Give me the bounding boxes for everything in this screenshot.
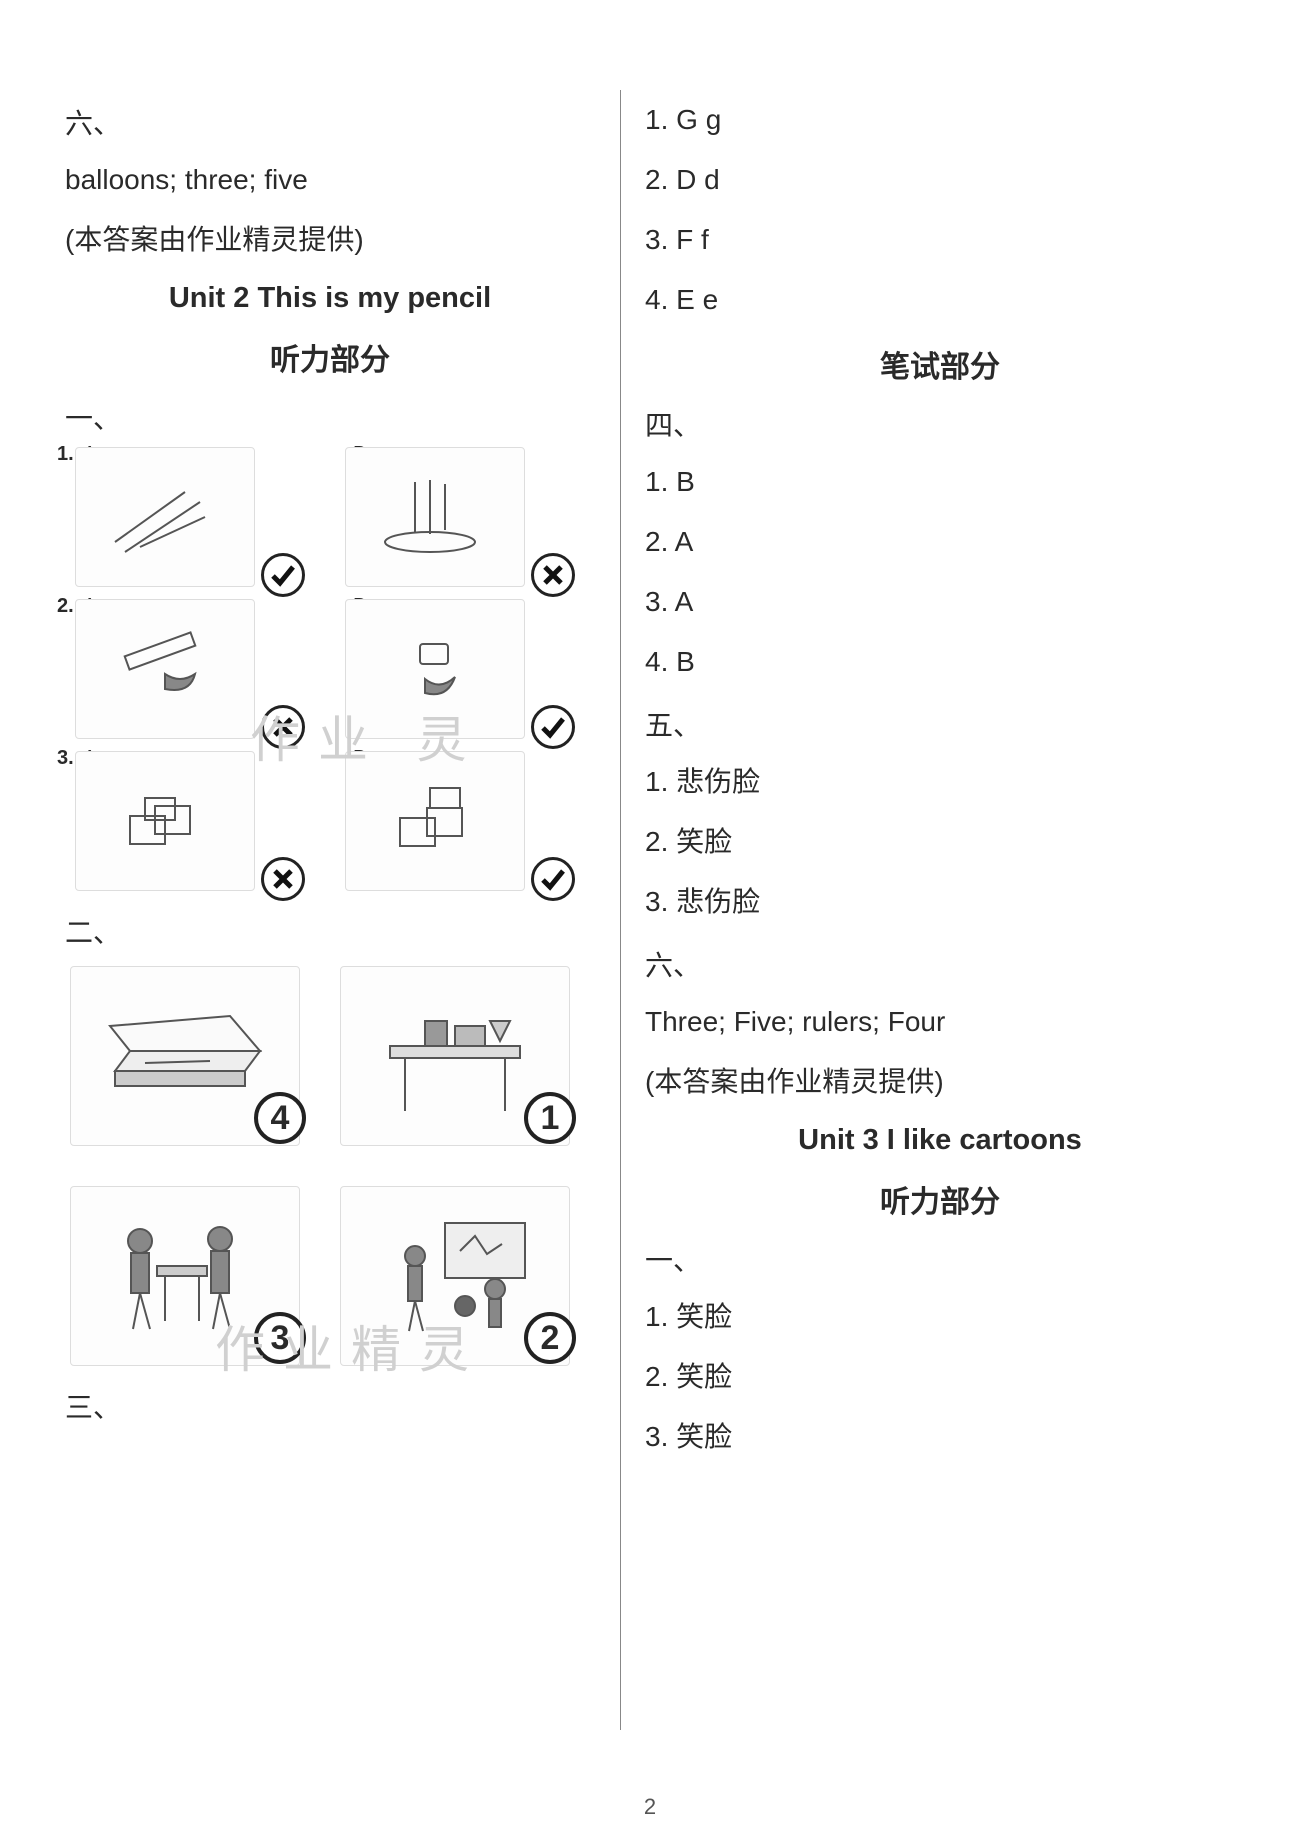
answer-item: 4. B	[645, 632, 1235, 692]
listening-heading-right: 听力部分	[645, 1177, 1235, 1221]
cross-icon	[531, 553, 575, 597]
section-three-label-left: 三、	[65, 1386, 595, 1426]
question2-grid: 4 1 3 2	[70, 966, 595, 1366]
q2-cell-2: 1	[340, 966, 580, 1146]
answer-item: 3. 笑脸	[645, 1407, 1235, 1467]
cross-icon	[261, 705, 305, 749]
q1-num: 1.	[57, 443, 74, 466]
section-six-answer: balloons; three; five	[65, 150, 595, 210]
answer-item: 4. E e	[645, 270, 1235, 330]
section-one-label-right: 一、	[645, 1239, 1235, 1279]
answer-item: 2. D d	[645, 150, 1235, 210]
q1-num: 2.	[57, 595, 74, 618]
answer-item: 3. A	[645, 572, 1235, 632]
q1-num: 3.	[57, 747, 74, 770]
q1-cell-3b: B.	[345, 751, 565, 891]
q2-cell-1: 4	[70, 966, 310, 1146]
section-four-label: 四、	[645, 404, 1235, 444]
q1-image-2b	[345, 599, 525, 739]
q1-cell-1b: B.	[345, 447, 565, 587]
unit3-title: Unit 3 I like cartoons	[645, 1124, 1235, 1157]
section-six-label: 六、	[65, 102, 595, 142]
q1-cell-2a: 2. A.	[75, 599, 295, 739]
listening-heading-left: 听力部分	[65, 335, 595, 379]
q1-image-3b	[345, 751, 525, 891]
page-number: 2	[644, 1794, 656, 1820]
check-icon	[531, 857, 575, 901]
check-icon	[531, 705, 575, 749]
answer-item: 3. 悲伤脸	[645, 872, 1235, 932]
question1-grid: 1. A. B. 2. A.	[75, 447, 595, 891]
number-badge: 3	[254, 1312, 306, 1364]
check-icon	[261, 553, 305, 597]
answer-item: 2. 笑脸	[645, 1347, 1235, 1407]
answer-item: 1. B	[645, 452, 1235, 512]
section-two-label-left: 二、	[65, 911, 595, 951]
left-column: 六、 balloons; three; five (本答案由作业精灵提供) Un…	[65, 90, 615, 1770]
q2-cell-3: 3	[70, 1186, 310, 1366]
two-column-layout: 六、 balloons; three; five (本答案由作业精灵提供) Un…	[65, 90, 1235, 1770]
q1-image-2a	[75, 599, 255, 739]
cross-icon	[261, 857, 305, 901]
q2-cell-4: 2	[340, 1186, 580, 1366]
right-column: 1. G g 2. D d 3. F f 4. E e 笔试部分 四、 1. B…	[615, 90, 1235, 1770]
number-badge: 1	[524, 1092, 576, 1144]
answer-item: 2. A	[645, 512, 1235, 572]
unit2-title: Unit 2 This is my pencil	[65, 282, 595, 315]
answer-item: 3. F f	[645, 210, 1235, 270]
answer-item: 2. 笑脸	[645, 812, 1235, 872]
q1-cell-1a: 1. A.	[75, 447, 295, 587]
number-badge: 2	[524, 1312, 576, 1364]
written-heading: 笔试部分	[645, 342, 1235, 386]
credit-left: (本答案由作业精灵提供)	[65, 210, 595, 270]
q1-cell-2b: B.	[345, 599, 565, 739]
answer-item: 1. 笑脸	[645, 1287, 1235, 1347]
q1-image-1a	[75, 447, 255, 587]
answer-item: 1. 悲伤脸	[645, 752, 1235, 812]
q1-cell-3a: 3. A.	[75, 751, 295, 891]
column-divider	[620, 90, 621, 1730]
section-six-label-right: 六、	[645, 944, 1235, 984]
q1-image-1b	[345, 447, 525, 587]
number-badge: 4	[254, 1092, 306, 1144]
answer-item: 1. G g	[645, 90, 1235, 150]
section-one-label-left: 一、	[65, 397, 595, 437]
section-six-answer-right: Three; Five; rulers; Four	[645, 992, 1235, 1052]
q1-image-3a	[75, 751, 255, 891]
section-five-label: 五、	[645, 704, 1235, 744]
credit-right: (本答案由作业精灵提供)	[645, 1052, 1235, 1112]
